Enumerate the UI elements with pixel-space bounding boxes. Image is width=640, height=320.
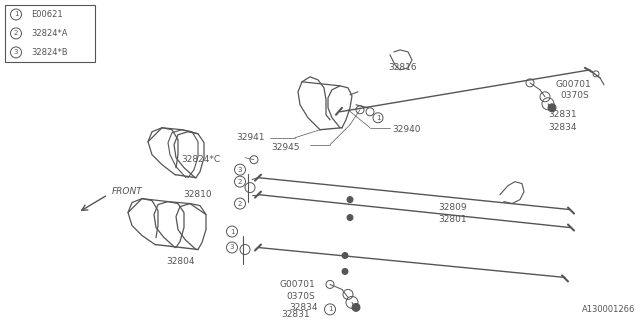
Text: 3: 3	[230, 244, 234, 251]
Circle shape	[342, 268, 348, 275]
Bar	[5, 5, 95, 62]
Circle shape	[347, 215, 353, 220]
Text: 3: 3	[13, 49, 19, 55]
Text: G00701: G00701	[556, 80, 592, 89]
Text: 1: 1	[230, 228, 234, 235]
Text: 32941: 32941	[237, 133, 265, 142]
Text: 3: 3	[237, 167, 243, 173]
Text: 32809: 32809	[438, 203, 467, 212]
Text: 32831: 32831	[282, 310, 310, 319]
Text: 32824*B: 32824*B	[31, 48, 68, 57]
Text: 32810: 32810	[184, 190, 212, 199]
Text: E00621: E00621	[31, 10, 63, 19]
Text: 0370S: 0370S	[286, 292, 315, 301]
Circle shape	[347, 196, 353, 203]
Text: A130001266: A130001266	[582, 305, 635, 314]
Text: 32824*C: 32824*C	[181, 155, 220, 164]
Circle shape	[548, 104, 556, 112]
Text: 32940: 32940	[392, 125, 420, 134]
Text: 32801: 32801	[438, 215, 467, 224]
Text: 2: 2	[14, 30, 18, 36]
Circle shape	[352, 303, 360, 311]
Text: 32834: 32834	[548, 123, 577, 132]
Text: 0370S: 0370S	[560, 91, 589, 100]
Text: 1: 1	[328, 306, 332, 312]
Text: 2: 2	[238, 201, 242, 207]
Text: G00701: G00701	[279, 280, 315, 289]
Text: 1: 1	[376, 115, 380, 121]
Text: 1: 1	[13, 12, 19, 18]
Text: 32824*A: 32824*A	[31, 29, 67, 38]
Circle shape	[342, 252, 348, 259]
Text: 32816: 32816	[388, 63, 417, 72]
Text: 32834: 32834	[289, 303, 318, 312]
Text: 32831: 32831	[548, 110, 577, 119]
Text: 32945: 32945	[271, 143, 300, 152]
Text: 2: 2	[238, 179, 242, 185]
Text: 32804: 32804	[166, 257, 195, 266]
Text: FRONT: FRONT	[112, 187, 143, 196]
